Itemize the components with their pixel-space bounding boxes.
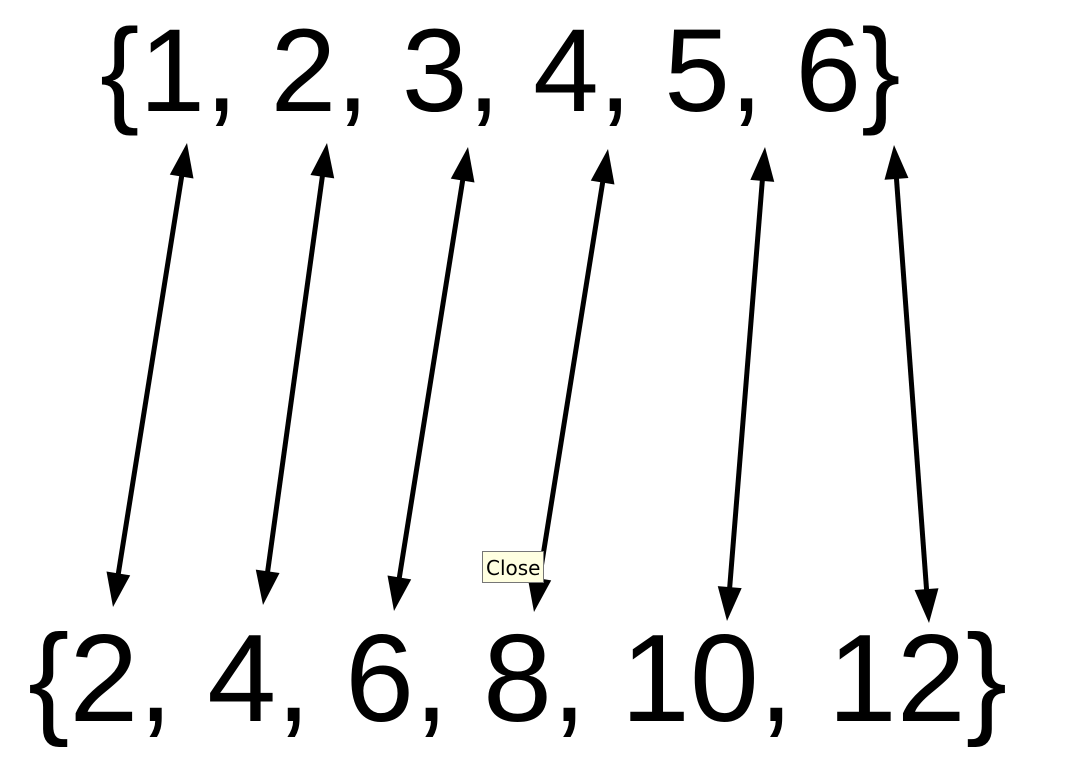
top-separator: ,: [467, 5, 534, 137]
top-separator: ,: [336, 5, 402, 137]
top-element-2: 2: [270, 5, 337, 137]
arrow-shaft-3-to-6: [396, 176, 466, 582]
top-element-1: 1: [139, 5, 206, 137]
arrowhead-bottom-8: [527, 576, 552, 612]
bottom-open-brace: {: [28, 610, 70, 748]
top-element-6: 6: [795, 5, 862, 137]
bottom-separator: ,: [138, 610, 208, 748]
top-separator: ,: [729, 5, 796, 137]
arrowhead-top-2: [310, 143, 335, 179]
bottom-element-8: 8: [483, 610, 553, 748]
bottom-element-4: 4: [207, 610, 277, 748]
bottom-element-10: 10: [620, 610, 759, 748]
arrowhead-top-4: [590, 149, 615, 185]
top-open-brace: {: [100, 5, 140, 137]
arrowhead-top-3: [450, 147, 475, 183]
top-element-5: 5: [664, 5, 730, 137]
bottom-separator: ,: [414, 610, 484, 748]
close-tooltip[interactable]: Close: [482, 551, 545, 583]
top-close-brace: }: [861, 5, 901, 137]
arrowhead-top-1: [169, 143, 194, 179]
arrow-shaft-2-to-4: [264, 172, 326, 576]
arrow-shaft-4-to-8: [536, 178, 606, 583]
bottom-separator: ,: [758, 610, 828, 748]
top-separator: ,: [205, 5, 271, 137]
top-separator: ,: [598, 5, 665, 137]
bottom-element-12: 12: [827, 610, 966, 748]
top-element-4: 4: [533, 5, 599, 137]
arrowhead-bottom-2: [106, 571, 131, 607]
top-element-3: 3: [401, 5, 468, 137]
arrowhead-bottom-6: [387, 575, 412, 611]
bottom-element-6: 6: [345, 610, 415, 748]
arrow-shaft-6-to-12: [893, 174, 930, 594]
arrow-shaft-1-to-2: [115, 172, 185, 578]
bottom-set-content: {2, 4, 6, 8, 10, 12}: [28, 617, 1007, 741]
bottom-close-brace: }: [965, 610, 1008, 748]
arrowhead-bottom-4: [255, 569, 280, 605]
arrowhead-top-5: [750, 147, 775, 182]
bottom-element-2: 2: [69, 610, 139, 748]
arrowhead-bottom-10: [717, 586, 742, 621]
bottom-separator: ,: [552, 610, 621, 748]
arrowhead-top-6: [884, 145, 909, 180]
top-set-content: {1, 2, 3, 4, 5, 6}: [100, 12, 901, 130]
bottom-separator: ,: [276, 610, 346, 748]
arrowhead-bottom-12: [914, 588, 939, 623]
arrow-shaft-5-to-10: [726, 176, 766, 592]
